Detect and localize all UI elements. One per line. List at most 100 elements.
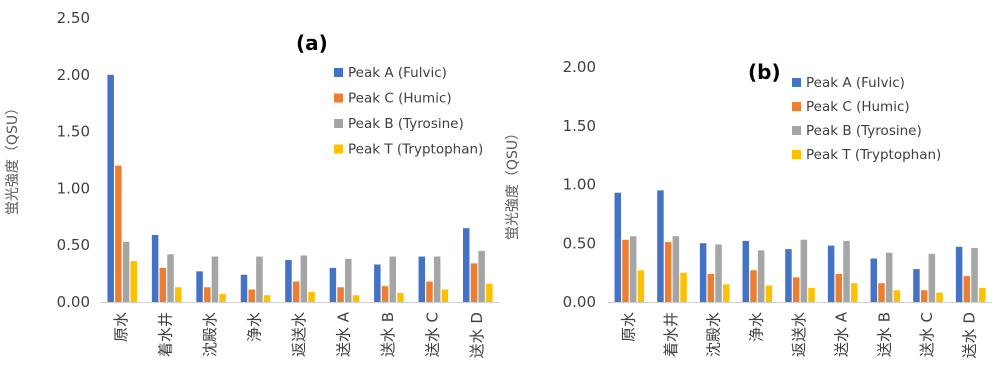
bar-2-5 xyxy=(345,258,352,302)
x-category-label: 返送水 xyxy=(790,312,808,357)
x-category-label: 送水 C xyxy=(423,312,441,357)
bar-0-4 xyxy=(785,249,792,302)
bar-0-6 xyxy=(374,264,381,302)
bar-2-1 xyxy=(167,254,174,302)
bar-2-6 xyxy=(389,256,396,302)
bar-0-1 xyxy=(151,234,159,302)
bar-1-1 xyxy=(159,267,167,302)
bar-1-5 xyxy=(337,287,344,302)
bar-3-0 xyxy=(130,261,138,302)
bar-3-7 xyxy=(936,292,943,302)
chart-panel-b: 0.00 0.50 1.00 1.50 2.00 蛍光強度（QSU） 原水 着水井 沈殿水 浄水返… xyxy=(500,0,995,375)
legend-swatch xyxy=(334,144,343,154)
chart-svg-0: 0.00 0.50 1.00 1.50 2.00 2.50 蛍光強度（QSU） 原水 着水井 沈殿… xyxy=(5,9,500,358)
x-category-label: 返送水 xyxy=(290,312,308,357)
legend-label: Peak B (Tyrosine) xyxy=(806,123,922,139)
bar-2-6 xyxy=(885,252,893,302)
bar-1-0 xyxy=(622,239,629,302)
legend-swatch xyxy=(334,68,343,77)
x-category-label: 浄水 xyxy=(246,312,264,342)
y-tick-label: 1.50 xyxy=(563,117,596,135)
bar-3-3 xyxy=(263,295,271,302)
bar-3-8 xyxy=(978,287,986,302)
chart-svg-1: 0.00 0.50 1.00 1.50 2.00 蛍光強度（QSU） 原水 着水井 沈殿水 浄水返… xyxy=(505,58,992,358)
bar-2-0 xyxy=(122,241,130,302)
bar-2-4 xyxy=(800,239,808,302)
legend-swatch xyxy=(792,150,801,159)
bar-1-5 xyxy=(835,273,843,302)
legend-label: Peak T (Tryptophan) xyxy=(806,147,941,163)
bar-1-6 xyxy=(381,286,389,302)
legend-label: Peak C (Humic) xyxy=(806,99,910,115)
bar-0-7 xyxy=(913,269,920,302)
legend-swatch xyxy=(334,119,343,128)
x-category-label: 送水 D xyxy=(961,312,979,358)
y-tick-label: 0.50 xyxy=(57,236,90,254)
bar-2-4 xyxy=(300,255,308,302)
bar-1-3 xyxy=(248,289,255,302)
bar-3-4 xyxy=(808,287,815,302)
bar-3-5 xyxy=(850,283,858,302)
bar-2-2 xyxy=(211,256,219,302)
x-category-label: 原水 xyxy=(619,312,637,342)
bar-1-4 xyxy=(292,281,300,302)
x-category-label: 送水 D xyxy=(468,312,486,358)
bar-1-6 xyxy=(878,283,885,302)
bar-2-1 xyxy=(672,236,680,302)
y-tick-label: 2.50 xyxy=(57,9,90,27)
bar-0-1 xyxy=(657,190,664,302)
bar-0-3 xyxy=(240,274,248,302)
x-category-label: 沈殿水 xyxy=(201,312,219,357)
y-tick-label: 0.00 xyxy=(57,293,90,311)
bar-1-0 xyxy=(115,165,122,302)
bar-2-2 xyxy=(715,244,722,302)
bar-3-5 xyxy=(352,295,360,302)
bar-0-3 xyxy=(742,240,750,302)
x-category-label: 沈殿水 xyxy=(705,312,723,357)
bar-0-0 xyxy=(614,192,622,302)
bar-1-4 xyxy=(792,277,800,302)
y-tick-label: 0.00 xyxy=(563,293,596,311)
bar-1-7 xyxy=(920,290,928,302)
bar-1-8 xyxy=(470,263,478,302)
legend-label: Peak B (Tyrosine) xyxy=(348,116,464,132)
bar-3-0 xyxy=(637,270,645,302)
bar-3-4 xyxy=(308,291,315,302)
legend-swatch xyxy=(792,102,801,111)
x-category-label: 送水 A xyxy=(334,311,352,357)
x-category-label: 着水井 xyxy=(662,312,680,357)
bar-2-8 xyxy=(971,247,978,302)
panel-label: (b) xyxy=(748,60,781,84)
y-tick-label: 2.00 xyxy=(57,66,90,84)
y-tick-label: 1.50 xyxy=(57,123,90,141)
bar-2-3 xyxy=(256,256,263,302)
bar-3-3 xyxy=(765,285,773,302)
bar-0-2 xyxy=(196,271,203,302)
y-tick-label: 1.00 xyxy=(57,179,90,197)
bar-2-7 xyxy=(928,253,936,302)
x-category-label: 原水 xyxy=(112,312,130,342)
bar-0-8 xyxy=(955,246,963,302)
x-category-label: 送水 B xyxy=(875,312,893,357)
x-category-label: 送水 B xyxy=(379,312,397,357)
bar-1-1 xyxy=(664,242,672,302)
bar-3-1 xyxy=(174,287,182,302)
x-category-label: 送水 A xyxy=(833,311,851,357)
legend-swatch xyxy=(792,126,801,135)
bar-0-2 xyxy=(699,243,707,302)
bar-0-5 xyxy=(329,267,337,302)
bar-0-0 xyxy=(107,74,114,302)
bar-3-6 xyxy=(893,290,901,302)
legend-swatch xyxy=(792,78,801,87)
bar-3-7 xyxy=(441,289,449,302)
y-tick-label: 0.50 xyxy=(563,234,596,252)
bar-1-2 xyxy=(707,273,715,302)
bar-3-1 xyxy=(680,272,687,302)
x-category-label: 送水 C xyxy=(918,312,936,357)
bar-3-2 xyxy=(722,284,730,302)
legend-label: Peak A (Fulvic) xyxy=(348,65,447,81)
bar-3-8 xyxy=(486,283,493,302)
y-axis-label: 蛍光強度（QSU） xyxy=(505,126,521,240)
panel-label: (a) xyxy=(296,31,328,55)
bar-0-7 xyxy=(418,256,426,302)
